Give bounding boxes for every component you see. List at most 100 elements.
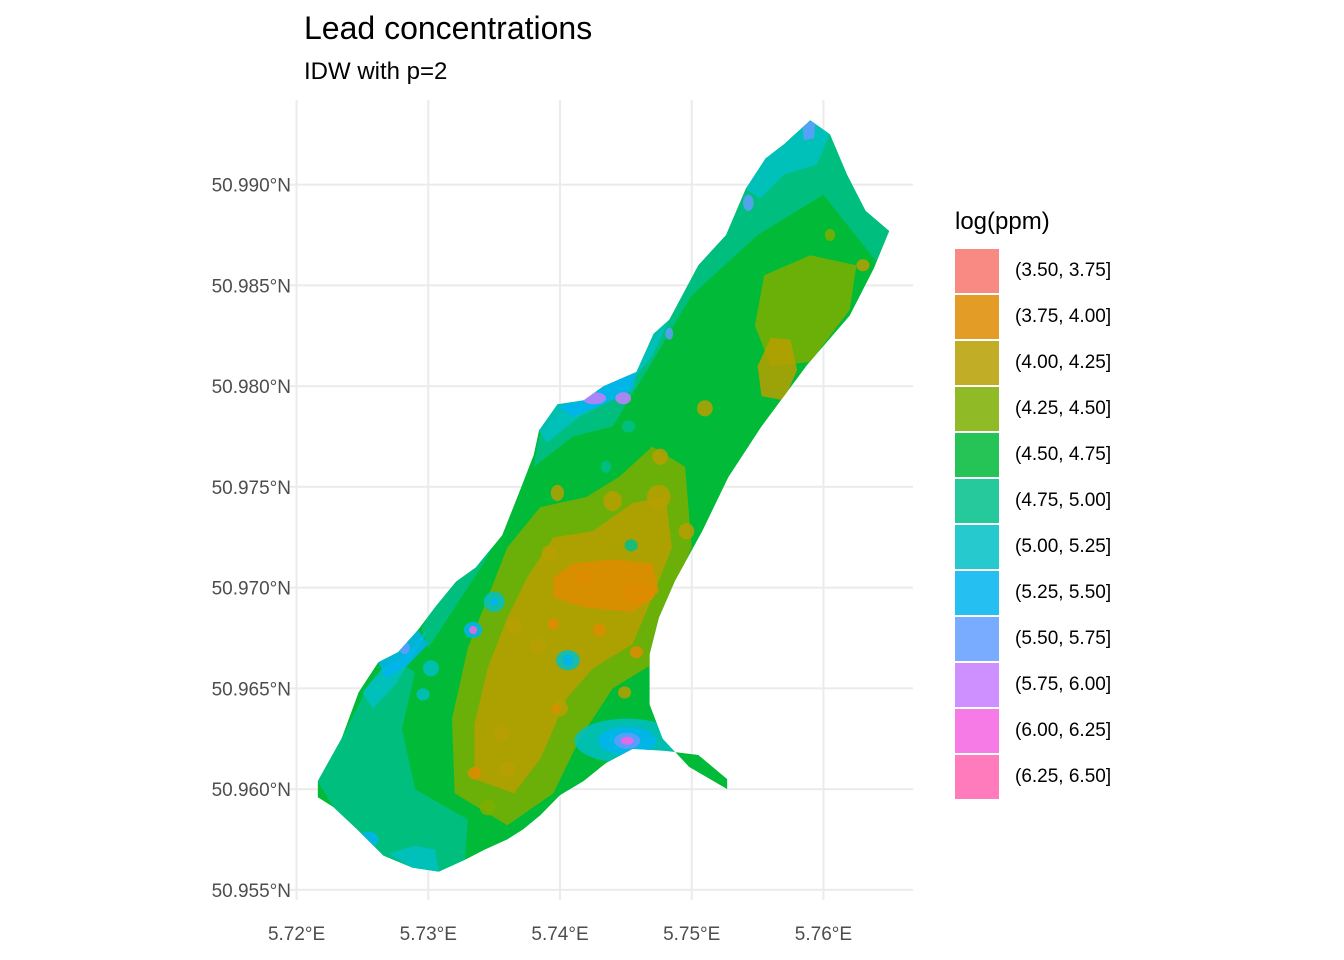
- map-clip-group: [317, 120, 890, 872]
- x-tick-label: 5.73°E: [400, 924, 457, 945]
- legend-label: (3.50, 3.75]: [1015, 260, 1112, 281]
- y-tick-label: 50.980°N: [212, 377, 291, 398]
- contour-spot: [603, 490, 622, 512]
- y-tick-label: 50.965°N: [212, 679, 291, 700]
- x-tick-label: 5.74°E: [531, 924, 588, 945]
- legend-item: (4.25, 4.50]: [955, 386, 1111, 432]
- contour-zone: [388, 845, 439, 872]
- legend-item: (6.25, 6.50]: [955, 754, 1111, 800]
- contour-spot: [337, 698, 351, 711]
- legend-label: (4.50, 4.75]: [1015, 444, 1112, 465]
- contour-spot: [824, 228, 836, 242]
- contour-spot: [541, 545, 558, 562]
- legend-item: (5.00, 5.25]: [955, 524, 1111, 570]
- contour-zone: [757, 337, 798, 401]
- contour-spot: [623, 583, 655, 604]
- legend-item: (3.75, 4.00]: [955, 294, 1111, 340]
- legend-item: (5.75, 6.00]: [955, 662, 1111, 708]
- legend-label: (5.00, 5.25]: [1015, 536, 1112, 557]
- legend-swatch: [955, 709, 999, 753]
- legend-label: (4.25, 4.50]: [1015, 398, 1112, 419]
- contour-spot: [665, 327, 674, 340]
- legend-label: (6.25, 6.50]: [1015, 766, 1112, 787]
- contour-spot: [592, 623, 607, 637]
- legend-swatch: [955, 341, 999, 385]
- contour-spot: [575, 569, 592, 586]
- contour-spot: [490, 597, 499, 606]
- contour-spot: [856, 259, 870, 272]
- legend-item: (5.50, 5.75]: [955, 616, 1111, 662]
- contour-spot: [629, 646, 643, 659]
- contour-spot: [506, 617, 522, 635]
- contour-spot: [416, 688, 430, 701]
- contour-spot: [499, 760, 516, 778]
- contour-spot: [529, 638, 546, 655]
- legend-item: (4.00, 4.25]: [955, 340, 1111, 386]
- legend: log(ppm) (3.50, 3.75] (3.75, 4.00] (4.00, …: [955, 208, 1111, 800]
- contour-spot: [548, 617, 559, 630]
- legend-item: (4.50, 4.75]: [955, 432, 1111, 478]
- legend-label: (5.75, 6.00]: [1015, 674, 1112, 695]
- contour-spot: [620, 736, 634, 745]
- x-tick-label: 5.72°E: [268, 924, 325, 945]
- contour-spot: [479, 799, 496, 816]
- legend-swatch: [955, 663, 999, 707]
- contour-spot: [652, 448, 669, 465]
- legend-label: (4.75, 5.00]: [1015, 490, 1112, 511]
- contour-spot: [696, 400, 713, 417]
- contour-spot: [359, 831, 379, 848]
- chart-subtitle: IDW with p=2: [304, 58, 448, 85]
- legend-swatch: [955, 387, 999, 431]
- contour-spot: [617, 686, 632, 699]
- y-tick-label: 50.990°N: [212, 176, 291, 197]
- legend-item: (5.25, 5.50]: [955, 570, 1111, 616]
- contour-spot: [492, 724, 509, 741]
- legend-swatch: [955, 571, 999, 615]
- legend-title: log(ppm): [955, 208, 1050, 235]
- legend-item: (6.00, 6.25]: [955, 708, 1111, 754]
- legend-swatch: [955, 479, 999, 523]
- contour-spot: [646, 484, 671, 510]
- legend-label: (3.75, 4.00]: [1015, 306, 1112, 327]
- legend-item: (3.50, 3.75]: [955, 248, 1111, 294]
- legend-swatch: [955, 617, 999, 661]
- legend-label: (6.00, 6.25]: [1015, 720, 1112, 741]
- contour-zone: [317, 660, 468, 872]
- contour-spot: [423, 660, 439, 677]
- legend-item: (4.75, 5.00]: [955, 478, 1111, 524]
- legend-swatch: [955, 249, 999, 293]
- y-tick-label: 50.960°N: [212, 780, 291, 801]
- legend-swatch: [955, 525, 999, 569]
- contour-spot: [621, 420, 636, 433]
- legend-items: (3.50, 3.75] (3.75, 4.00] (4.00, 4.25] (4.2…: [955, 248, 1111, 800]
- contour-spot: [467, 767, 481, 780]
- x-tick-label: 5.75°E: [663, 924, 720, 945]
- contour-spot: [562, 654, 574, 667]
- contour-spot: [615, 392, 632, 405]
- y-tick-label: 50.985°N: [212, 276, 291, 297]
- contour-spot: [743, 194, 754, 211]
- x-tick-label: 5.76°E: [795, 924, 852, 945]
- legend-label: (5.50, 5.75]: [1015, 628, 1112, 649]
- y-tick-label: 50.970°N: [212, 579, 291, 600]
- concentration-map: [317, 120, 890, 872]
- legend-label: (4.00, 4.25]: [1015, 352, 1112, 373]
- contour-spot: [678, 523, 695, 540]
- contour-zone: [378, 630, 429, 679]
- contour-spot: [399, 642, 410, 655]
- legend-swatch: [955, 755, 999, 799]
- axis-ticks: 5.72°E 5.73°E 5.74°E 5.75°E 5.76°E 50.955°N 50…: [212, 176, 853, 945]
- contour-spot: [550, 484, 564, 502]
- y-tick-label: 50.975°N: [212, 478, 291, 499]
- contour-spot: [624, 539, 638, 552]
- chart-title: Lead concentrations: [304, 10, 593, 46]
- contour-spot: [469, 625, 478, 635]
- legend-swatch: [955, 433, 999, 477]
- contour-zone: [802, 120, 816, 141]
- contour-spot: [582, 392, 607, 405]
- contour-spot: [600, 460, 612, 473]
- contour-zone: [745, 120, 830, 199]
- legend-label: (5.25, 5.50]: [1015, 582, 1112, 603]
- contour-spot: [552, 704, 561, 713]
